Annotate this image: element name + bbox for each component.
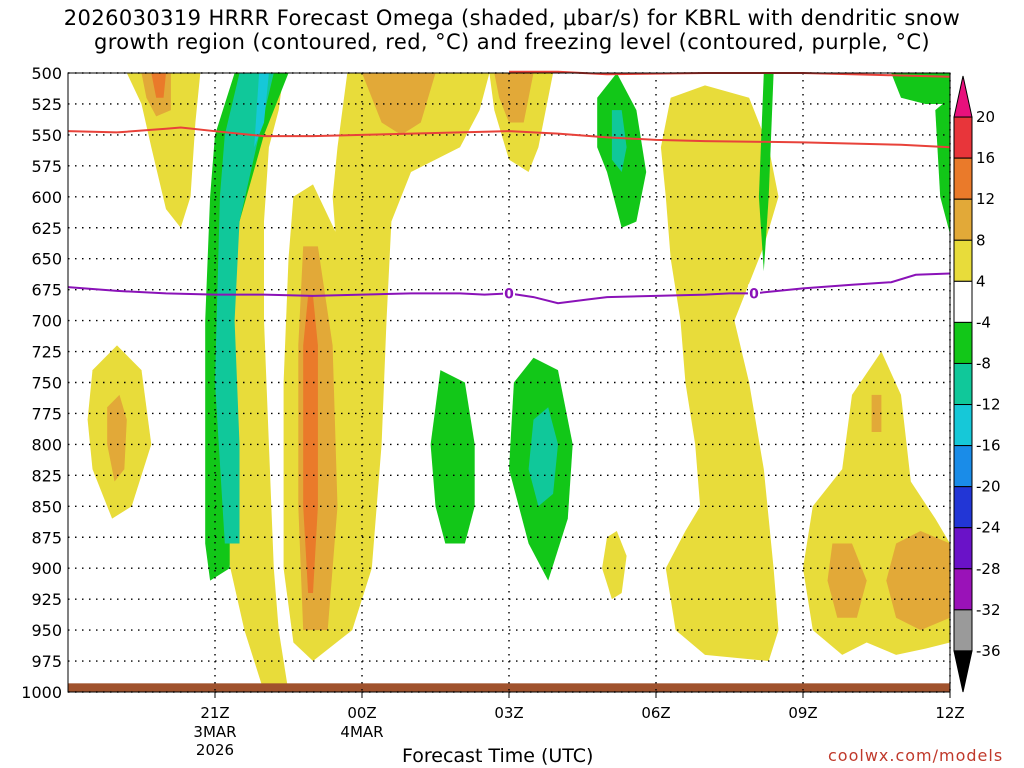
y-tick-label: 900: [31, 559, 62, 578]
colorbar-swatch: [953, 404, 973, 447]
colorbar-swatch: [953, 362, 973, 406]
x-tick-label: 00Z: [347, 704, 376, 722]
omega-region-25: [886, 531, 950, 631]
y-tick-label: 975: [31, 652, 62, 671]
y-tick-label: 550: [31, 126, 62, 145]
colorbar-label: -16: [976, 437, 1001, 455]
colorbar-swatch: [953, 609, 973, 652]
freezing-level-label: 0: [749, 286, 759, 302]
colorbar: 20 16 12 8 4 -4 -8 -12 -16 -20 -24 -28 -32 -36: [953, 75, 1001, 693]
plot-area: 500 525 550 575 600 625 650 675 700 725 750 775 800 8…: [21, 64, 964, 759]
colorbar-cap-top: [953, 75, 973, 118]
colorbar-swatch: [953, 321, 973, 364]
omega-region-24: [827, 543, 867, 618]
colorbar-label: 8: [976, 231, 986, 249]
omega-region-19: [430, 370, 475, 544]
y-tick-label: 525: [31, 95, 62, 114]
omega-region-5: [215, 73, 274, 544]
contour-label-bg: [503, 284, 515, 302]
x-tick-label: 03Z: [494, 704, 523, 722]
colorbar-swatch: [953, 198, 973, 241]
omega-region-7: [332, 73, 490, 631]
colorbar-label: -24: [976, 519, 1001, 537]
colorbar-label: -28: [976, 560, 1001, 578]
omega-region-29: [935, 97, 950, 234]
y-tick-label: 1000: [21, 683, 62, 702]
x-tick-date: 3MAR: [193, 723, 236, 741]
colorbar-label: -4: [976, 313, 991, 331]
y-tick-label: 875: [31, 528, 62, 547]
colorbar-label: 20: [976, 108, 995, 126]
omega-region-28: [891, 73, 950, 104]
x-tick-label: 09Z: [788, 704, 817, 722]
colorbar-swatch: [953, 445, 973, 488]
y-tick-label: 600: [31, 188, 62, 207]
y-tick-label: 925: [31, 590, 62, 609]
y-tick-label: 850: [31, 497, 62, 516]
colorbar-label: -36: [976, 642, 1001, 660]
y-tick-label: 675: [31, 281, 62, 300]
omega-region-8: [362, 73, 436, 135]
contour-label-bg: [748, 284, 760, 302]
x-axis-title: Forecast Time (UTC): [402, 745, 594, 767]
colorbar-swatch: [953, 486, 973, 529]
colorbar-label: -12: [976, 396, 1001, 414]
y-tick-label: 625: [31, 219, 62, 238]
y-tick-label: 825: [31, 466, 62, 485]
credit-link[interactable]: coolwx.com/models: [828, 746, 1004, 765]
y-tick-label: 775: [31, 404, 62, 423]
omega-region-2: [151, 73, 166, 98]
y-tick-label: 750: [31, 374, 62, 393]
omega-region-27: [758, 73, 774, 272]
freezing-level-contour: [67, 272, 951, 305]
colorbar-swatch: [953, 116, 973, 159]
omega-region-26: [871, 394, 882, 433]
colorbar-swatch: [953, 239, 973, 282]
colorbar-label: 12: [976, 190, 995, 208]
x-tick-date: 4MAR: [340, 723, 383, 741]
omega-region-21: [528, 407, 558, 507]
dendritic-contour-0: [67, 126, 951, 149]
colorbar-label: -32: [976, 601, 1001, 619]
colorbar-cap-bottom: [953, 650, 973, 693]
x-tick-year: 2026: [196, 741, 234, 759]
colorbar-label: -20: [976, 478, 1001, 496]
colorbar-swatch: [953, 280, 973, 323]
omega-region-16: [660, 85, 779, 662]
y-tick-label: 950: [31, 621, 62, 640]
omega-region-3: [224, 73, 289, 692]
colorbar-swatch: [953, 157, 973, 200]
omega-region-0: [126, 73, 201, 228]
omega-region-13: [494, 73, 534, 123]
chart-title-line-2: growth region (contoured, red, °C) and f…: [94, 30, 930, 54]
omega-region-15: [611, 110, 627, 173]
y-tick-label: 575: [31, 157, 62, 176]
colorbar-label: 16: [976, 149, 995, 167]
colorbar-label: -8: [976, 354, 991, 372]
freezing-level-label: 0: [504, 286, 514, 302]
chart-title-line-1: 2026030319 HRRR Forecast Omega (shaded, …: [63, 6, 961, 30]
x-tick-label: 06Z: [641, 704, 670, 722]
plot-frame: [67, 72, 951, 693]
y-tick-label: 725: [31, 343, 62, 362]
y-tick-label: 500: [31, 64, 62, 83]
colorbar-label: 4: [976, 272, 986, 290]
omega-region-6: [254, 73, 269, 148]
omega-region-18: [107, 394, 127, 482]
colorbar-swatch: [953, 527, 973, 570]
y-tick-label: 700: [31, 312, 62, 331]
y-tick-label: 650: [31, 250, 62, 269]
omega-region-11: [303, 295, 318, 593]
ground-surface: [68, 683, 950, 692]
colorbar-swatch: [953, 568, 973, 611]
x-tick-label: 21Z: [200, 704, 229, 722]
omega-region-22: [602, 531, 627, 600]
x-tick-label: 12Z: [935, 704, 964, 722]
y-tick-label: 800: [31, 435, 62, 454]
